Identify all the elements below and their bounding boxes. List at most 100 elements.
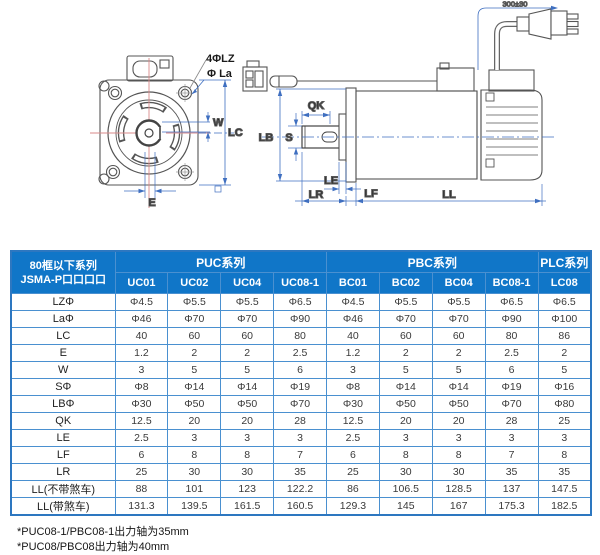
series-group-header: PLC系列 — [537, 250, 592, 273]
spec-cell: Φ5.5 — [431, 293, 486, 311]
spec-cell: 35 — [273, 463, 327, 481]
spec-cell: Φ70 — [378, 310, 433, 328]
dim-e — [124, 152, 176, 198]
spec-cell: 139.5 — [167, 497, 222, 516]
spec-cell: 25 — [537, 412, 592, 430]
spec-cell: 5 — [378, 361, 433, 379]
spec-cell: 20 — [220, 412, 275, 430]
row-label: LBΦ — [10, 395, 116, 413]
spec-cell: Φ8 — [114, 378, 169, 396]
spec-cell: 80 — [273, 327, 327, 345]
table-row: LE 2.5 3 3 3 2.5 3 3 3 3 — [10, 429, 592, 447]
spec-cell: Φ70 — [167, 310, 222, 328]
spec-cell: Φ5.5 — [167, 293, 222, 311]
dim-cable-length — [477, 5, 558, 70]
spec-cell: 40 — [114, 327, 169, 345]
spec-cell: 182.5 — [537, 497, 592, 516]
spec-cell: 175.3 — [484, 497, 539, 516]
model-column-header: BC08-1 — [484, 272, 539, 294]
spec-cell: Φ14 — [378, 378, 433, 396]
spec-cell: 6 — [326, 446, 380, 464]
dim-qk — [301, 111, 331, 124]
spec-cell: Φ14 — [431, 378, 486, 396]
spec-cell: 5 — [167, 361, 222, 379]
dimension-drawings: 4ΦLZ Φ La W LC — [90, 0, 579, 210]
spec-cell: 6 — [273, 361, 327, 379]
spec-cell: 30 — [378, 463, 433, 481]
spec-cell: Φ90 — [273, 310, 327, 328]
table-row: LC 40 60 60 80 40 60 60 80 86 — [10, 327, 592, 345]
spec-cell: Φ46 — [114, 310, 169, 328]
spec-cell: 3 — [378, 429, 433, 447]
spec-cell: 28 — [273, 412, 327, 430]
dim-lc — [199, 79, 231, 193]
dim-s — [288, 113, 302, 161]
table-row: QK 12.5 20 20 28 12.5 20 20 28 25 — [10, 412, 592, 430]
spec-cell: Φ46 — [326, 310, 380, 328]
power-plug-icon — [516, 8, 579, 40]
table-row: LF 6 8 8 7 6 8 8 7 8 — [10, 446, 592, 464]
spec-cell: 161.5 — [220, 497, 275, 516]
spec-cell: 8 — [537, 446, 592, 464]
spec-cell: 86 — [326, 480, 380, 498]
spec-cell: 60 — [431, 327, 486, 345]
side-label-lr: LR — [309, 189, 324, 201]
spec-cell: 101 — [167, 480, 222, 498]
spec-cell: Φ50 — [220, 395, 275, 413]
model-column-header: BC01 — [326, 272, 380, 294]
spec-cell: Φ6.5 — [273, 293, 327, 311]
front-label-lc: LC — [228, 127, 243, 139]
row-label: LZΦ — [10, 293, 116, 311]
table-row: SΦ Φ8 Φ14 Φ14 Φ19 Φ8 Φ14 Φ14 Φ19 Φ16 — [10, 378, 592, 396]
encoder-connector-icon — [242, 60, 298, 92]
row-label: W — [10, 361, 116, 379]
spec-cell: 137 — [484, 480, 539, 498]
row-label: LF — [10, 446, 116, 464]
spec-cell: 25 — [326, 463, 380, 481]
table-corner-header: 80框以下系列 JSMA-P口口口口 — [10, 250, 116, 294]
spec-cell: Φ8 — [326, 378, 380, 396]
spec-cell: 30 — [220, 463, 275, 481]
spec-cell: Φ80 — [537, 395, 592, 413]
spec-cell: 12.5 — [326, 412, 380, 430]
table-row: LaΦ Φ46 Φ70 Φ70 Φ90 Φ46 Φ70 Φ70 Φ90 Φ100 — [10, 310, 592, 328]
spec-cell: 1.2 — [114, 344, 169, 362]
spec-cell: 40 — [326, 327, 380, 345]
table-row: E 1.2 2 2 2.5 1.2 2 2 2.5 2 — [10, 344, 592, 362]
spec-cell: Φ4.5 — [114, 293, 169, 311]
model-column-header: UC01 — [114, 272, 169, 294]
cooling-fins — [486, 106, 538, 156]
side-label-qk: QK — [308, 100, 325, 112]
spec-cell: Φ16 — [537, 378, 592, 396]
table-row: LR 25 30 30 35 25 30 30 35 35 — [10, 463, 592, 481]
dim-bottom — [295, 152, 546, 206]
spec-cell: 3 — [167, 429, 222, 447]
rear-housing — [480, 89, 543, 181]
row-label: E — [10, 344, 116, 362]
spec-cell: 60 — [378, 327, 433, 345]
table-row: LL(不带煞车) 88 101 123 122.2 86 106.5 128.5 137 147.… — [10, 480, 592, 498]
power-cable — [494, 21, 519, 70]
model-column-header: UC08-1 — [273, 272, 327, 294]
spec-cell: Φ6.5 — [484, 293, 539, 311]
spec-cell: 147.5 — [537, 480, 592, 498]
encoder-housing — [436, 67, 475, 92]
spec-cell: Φ4.5 — [326, 293, 380, 311]
spec-cell: 123 — [220, 480, 275, 498]
series-group-header: PUC系列 — [114, 250, 327, 273]
spec-cell: 128.5 — [431, 480, 486, 498]
spec-cell: 5 — [537, 361, 592, 379]
spec-cell: Φ70 — [431, 310, 486, 328]
model-column-header: BC02 — [378, 272, 433, 294]
spec-cell: 160.5 — [273, 497, 327, 516]
spec-cell: 60 — [167, 327, 222, 345]
bolt-holes — [98, 80, 194, 185]
spec-cell: Φ70 — [484, 395, 539, 413]
footnote-line: *PUC08/PBC08出力轴为40mm — [17, 541, 170, 553]
spec-cell: 131.3 — [114, 497, 169, 516]
side-label-le: LE — [324, 175, 338, 187]
spec-cell: 1.2 — [326, 344, 380, 362]
spec-cell: 3 — [114, 361, 169, 379]
spec-cell: 12.5 — [114, 412, 169, 430]
row-label: SΦ — [10, 378, 116, 396]
